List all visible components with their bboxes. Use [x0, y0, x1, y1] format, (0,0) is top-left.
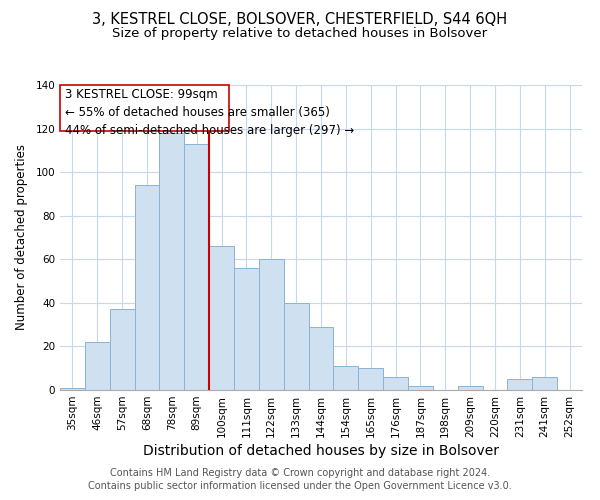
Bar: [134, 185, 160, 390]
Text: Contains public sector information licensed under the Open Government Licence v3: Contains public sector information licen…: [88, 481, 512, 491]
X-axis label: Distribution of detached houses by size in Bolsover: Distribution of detached houses by size …: [143, 444, 499, 458]
Y-axis label: Number of detached properties: Number of detached properties: [16, 144, 28, 330]
Text: 3, KESTREL CLOSE, BOLSOVER, CHESTERFIELD, S44 6QH: 3, KESTREL CLOSE, BOLSOVER, CHESTERFIELD…: [92, 12, 508, 28]
Bar: [184, 144, 209, 390]
Bar: [85, 342, 110, 390]
Bar: [234, 268, 259, 390]
Text: Size of property relative to detached houses in Bolsover: Size of property relative to detached ho…: [112, 28, 488, 40]
Bar: [458, 386, 482, 390]
Text: 3 KESTREL CLOSE: 99sqm
← 55% of detached houses are smaller (365)
44% of semi-de: 3 KESTREL CLOSE: 99sqm ← 55% of detached…: [65, 88, 355, 137]
Bar: [408, 386, 433, 390]
FancyBboxPatch shape: [60, 85, 229, 130]
Bar: [110, 310, 134, 390]
Bar: [259, 260, 284, 390]
Bar: [508, 379, 532, 390]
Bar: [209, 246, 234, 390]
Bar: [383, 377, 408, 390]
Bar: [160, 133, 184, 390]
Bar: [308, 327, 334, 390]
Text: Contains HM Land Registry data © Crown copyright and database right 2024.: Contains HM Land Registry data © Crown c…: [110, 468, 490, 477]
Bar: [532, 377, 557, 390]
Bar: [358, 368, 383, 390]
Bar: [60, 388, 85, 390]
Bar: [334, 366, 358, 390]
Bar: [284, 303, 308, 390]
